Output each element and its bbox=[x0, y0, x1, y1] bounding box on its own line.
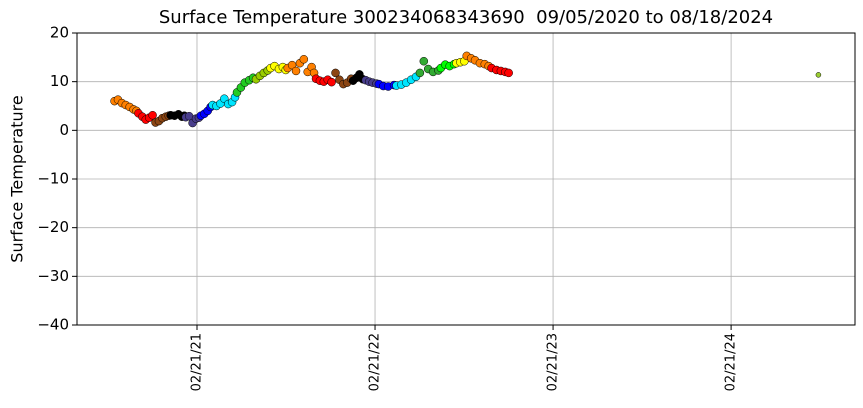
point bbox=[419, 56, 429, 66]
plot-frame bbox=[76, 32, 856, 326]
point bbox=[815, 72, 822, 78]
point bbox=[415, 68, 425, 78]
point bbox=[287, 60, 297, 70]
y-tick-label: 20 bbox=[50, 24, 69, 42]
x-tick-label: 02/21/22 bbox=[368, 333, 383, 391]
point bbox=[504, 68, 513, 78]
chart-title: Surface Temperature 300234068343690 09/0… bbox=[159, 7, 773, 28]
point bbox=[331, 68, 340, 78]
y-tick-label: −10 bbox=[37, 170, 69, 188]
point bbox=[327, 77, 336, 87]
point bbox=[299, 55, 309, 64]
x-tick-label: 02/21/24 bbox=[724, 333, 739, 391]
y-tick-label: 0 bbox=[59, 121, 69, 139]
point bbox=[291, 66, 301, 76]
y-tick-label: 10 bbox=[50, 72, 69, 90]
x-tick-label: 02/21/23 bbox=[546, 333, 561, 391]
y-tick-label: −30 bbox=[37, 267, 69, 285]
y-tick-label: −40 bbox=[37, 316, 69, 334]
y-axis-label: Surface Temperature bbox=[8, 95, 27, 262]
point bbox=[148, 110, 157, 120]
x-tick-label: 02/21/21 bbox=[189, 333, 204, 391]
y-tick-label: −20 bbox=[37, 218, 69, 236]
